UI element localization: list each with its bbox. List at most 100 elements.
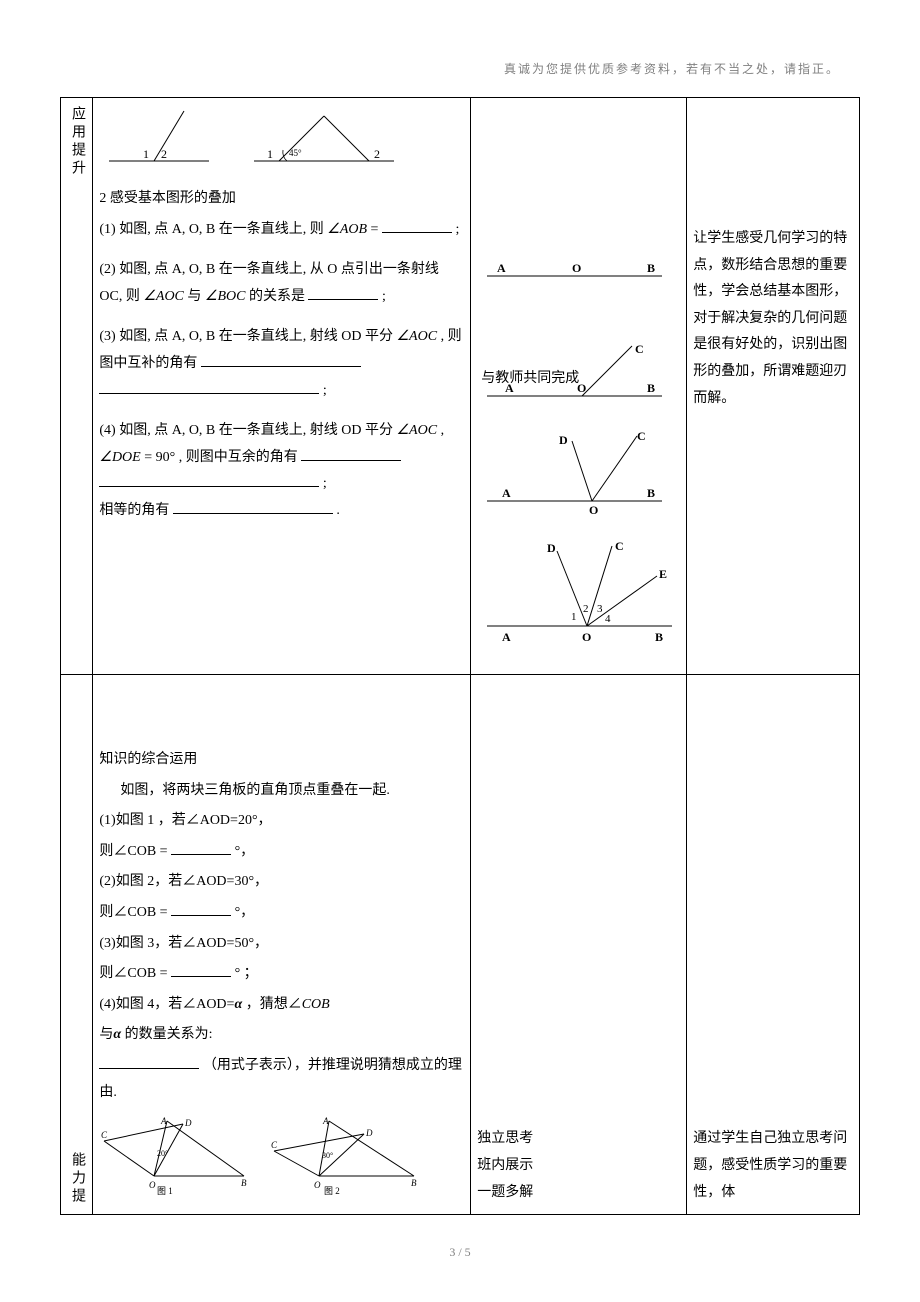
q2-mid2: 的关系是	[249, 289, 305, 304]
q4-s2: .	[336, 503, 340, 518]
f1-O: O	[149, 1180, 156, 1190]
p4-rel: 的数量关系为:	[121, 1027, 212, 1042]
d2-A: A	[505, 381, 514, 395]
f1-cap: 图 1	[157, 1186, 173, 1196]
f1-C: C	[101, 1130, 108, 1140]
diagram-1: A O B	[477, 256, 667, 296]
d2-B: B	[647, 381, 655, 395]
p4a: (4)如图 4，若∠AOD=α ，猜想∠COB	[99, 992, 464, 1019]
fig-angle-1-2-left: 1 2	[99, 106, 219, 176]
q4: (4) 如图, 点 A, O, B 在一条直线上, 射线 OD 平分 ∠AOC …	[99, 418, 464, 524]
content-cell-2: 知识的综合运用 如图，将两块三角板的直角顶点重叠在一起. (1)如图 1 ，若∠…	[93, 675, 471, 1215]
f2-C: C	[271, 1140, 278, 1150]
p1-unit: °，	[235, 844, 255, 859]
f1-ang: 20°	[157, 1149, 168, 1158]
d1-O: O	[572, 261, 581, 275]
p3-unit: ° ；	[235, 966, 258, 981]
q3: (3) 如图, 点 A, O, B 在一条直线上, 射线 OD 平分 ∠AOC …	[99, 324, 464, 404]
act2-l3: 一题多解	[477, 1180, 680, 1207]
q2-suffix: ;	[382, 289, 386, 304]
diagram-2: A O B C	[477, 341, 667, 411]
d3-C: C	[637, 429, 646, 443]
intent-text-2: 通过学生自己独立思考问题，感受性质学习的重要性，体	[693, 1126, 853, 1206]
main-table: 应用提升 1 2 1	[60, 97, 860, 1215]
p4-pre: (4)如图 4，若∠AOD=	[99, 997, 234, 1012]
d4-E: E	[659, 567, 667, 581]
q2-e2: ∠BOC	[205, 289, 246, 304]
p2a: (2)如图 2，若∠AOD=30°，	[99, 869, 464, 896]
d3-B: B	[647, 486, 655, 500]
q1: (1) 如图, 点 A, O, B 在一条直线上, 则 ∠AOB = ;	[99, 217, 464, 244]
sec2-heading: 知识的综合运用	[99, 747, 464, 774]
q1-eq: =	[371, 222, 382, 237]
p2b: 则∠COB = °，	[99, 900, 464, 927]
d3-D: D	[559, 433, 568, 447]
q4-eq: = 90°	[144, 450, 175, 465]
q2-mid: 与	[187, 289, 201, 304]
lbl-1: 1	[143, 147, 149, 161]
row-ability: 能力提 知识的综合运用 如图，将两块三角板的直角顶点重叠在一起. (1)如图 1…	[61, 675, 860, 1215]
p4-alpha2: α	[113, 1027, 121, 1042]
row-label-2: 能力提	[63, 1152, 90, 1206]
q4-blank2	[99, 473, 319, 487]
content-cell-1: 1 2 1 45° 2 2 感受基本图形的叠加 (1) 如	[93, 98, 471, 675]
d3-A: A	[502, 486, 511, 500]
act2-l1: 独立思考	[477, 1126, 680, 1153]
fig-tri-1: A D C B O 20° 图 1	[99, 1116, 249, 1196]
sec2-intro: 如图，将两块三角板的直角顶点重叠在一起.	[99, 778, 464, 805]
d2-C: C	[635, 342, 644, 356]
row-label-cell-2: 能力提	[61, 675, 93, 1215]
d3-O: O	[589, 503, 598, 516]
q1-prefix: (1) 如图, 点 A, O, B 在一条直线上, 则	[99, 222, 323, 237]
q1-suffix: ;	[455, 222, 459, 237]
f2-O: O	[314, 1180, 321, 1190]
lbl-r1: 1	[267, 147, 273, 161]
f2-A: A	[322, 1116, 329, 1126]
q1-blank	[382, 219, 452, 233]
q2: (2) 如图, 点 A, O, B 在一条直线上, 从 O 点引出一条射线 OC…	[99, 257, 464, 310]
q3-blank2	[99, 380, 319, 394]
p2-blank	[171, 902, 231, 916]
diagram-3: A O B C D	[477, 426, 667, 516]
p4c: （用式子表示），并推理说明猜想成立的理由.	[99, 1053, 464, 1106]
intent-cell-1: 让学生感受几何学习的特点，数形结合思想的重要性，学会总结基本图形，对于解决复杂的…	[687, 98, 860, 675]
p3-blank	[171, 963, 231, 977]
page-footer: 3 / 5	[60, 1245, 860, 1260]
fig-angle-1-2-right: 1 45° 2	[249, 106, 399, 176]
d1-A: A	[497, 261, 506, 275]
d4-C: C	[615, 539, 624, 553]
row-label-cell: 应用提升	[61, 98, 93, 675]
q2-blank	[308, 286, 378, 300]
header-note: 真诚为您提供优质参考资料，若有不当之处，请指正。	[60, 60, 860, 77]
p4-blank	[99, 1055, 199, 1069]
d1-B: B	[647, 261, 655, 275]
f2-ang: 30°	[322, 1151, 333, 1160]
q4-blank3	[173, 500, 333, 514]
p1a: (1)如图 1 ，若∠AOD=20°，	[99, 808, 464, 835]
diagram-4: A O B D C E 1 2 3 4	[477, 536, 677, 646]
q4-m1: ,	[441, 423, 445, 438]
f1-A: A	[160, 1116, 167, 1126]
q4-blank1	[301, 447, 401, 461]
f1-B: B	[241, 1178, 247, 1188]
q4-prefix: (4) 如图, 点 A, O, B 在一条直线上, 射线 OD 平分	[99, 423, 393, 438]
act2-l2: 班内展示	[477, 1153, 680, 1180]
d4-3: 3	[597, 603, 603, 615]
p4b: 与α 的数量关系为:	[99, 1022, 464, 1049]
f2-cap: 图 2	[324, 1186, 340, 1196]
q3-expr: ∠AOC	[397, 329, 438, 344]
top-figures-row: 1 2 1 45° 2	[99, 106, 464, 176]
f2-D: D	[365, 1128, 373, 1138]
sec1-heading: 2 感受基本图形的叠加	[99, 186, 464, 213]
q1-expr: ∠AOB	[327, 222, 367, 237]
activity-inner-1: A O B 与教师共同完成 A O B C	[477, 106, 680, 666]
d4-1: 1	[571, 611, 577, 623]
p4-post: ，猜想∠	[242, 997, 302, 1012]
d2-O: O	[577, 381, 586, 395]
q3-suffix: ;	[323, 383, 327, 398]
f2-B: B	[411, 1178, 417, 1188]
q4-m2: , 则图中互余的角有	[179, 450, 298, 465]
d4-4: 4	[605, 613, 611, 625]
q4-l3: 相等的角有	[99, 503, 169, 518]
f1-D: D	[184, 1118, 192, 1128]
